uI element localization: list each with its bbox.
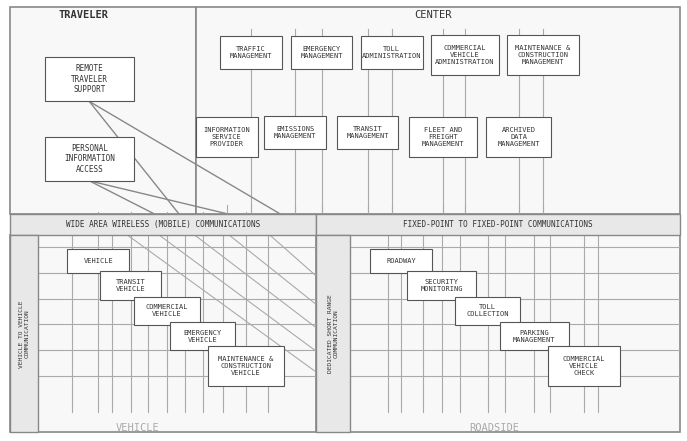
Bar <box>316 235 350 432</box>
Text: ROADWAY: ROADWAY <box>386 258 416 264</box>
Text: COMMERCIAL
VEHICLE: COMMERCIAL VEHICLE <box>146 304 188 318</box>
Text: MAINTENANCE &
CONSTRUCTION
VEHICLE: MAINTENANCE & CONSTRUCTION VEHICLE <box>218 356 273 376</box>
Text: DEDICATED SHORT RANGE
COMMUNICATION: DEDICATED SHORT RANGE COMMUNICATION <box>328 295 339 373</box>
Text: EMERGENCY
MANAGEMENT: EMERGENCY MANAGEMENT <box>300 46 343 60</box>
Text: MAINTENANCE &
CONSTRUCTION
MANAGEMENT: MAINTENANCE & CONSTRUCTION MANAGEMENT <box>515 45 570 65</box>
Text: REMOTE
TRAVELER
SUPPORT: REMOTE TRAVELER SUPPORT <box>71 64 108 94</box>
Bar <box>316 214 680 235</box>
Text: CENTER: CENTER <box>414 11 451 20</box>
Text: PARKING
MANAGEMENT: PARKING MANAGEMENT <box>513 329 556 343</box>
Bar <box>337 116 398 149</box>
Text: FIXED-POINT TO FIXED-POINT COMMUNICATIONS: FIXED-POINT TO FIXED-POINT COMMUNICATION… <box>403 220 593 229</box>
Bar <box>500 322 569 350</box>
Text: ARCHIVED
DATA
MANAGEMENT: ARCHIVED DATA MANAGEMENT <box>497 127 540 147</box>
Text: VEHICLE: VEHICLE <box>115 423 159 433</box>
Bar <box>45 57 134 101</box>
Bar <box>264 116 326 149</box>
Text: FLEET AND
FREIGHT
MANAGEMENT: FLEET AND FREIGHT MANAGEMENT <box>422 127 464 147</box>
Text: PERSONAL
INFORMATION
ACCESS: PERSONAL INFORMATION ACCESS <box>64 144 115 174</box>
Text: COMMERCIAL
VEHICLE
CHECK: COMMERCIAL VEHICLE CHECK <box>563 356 605 376</box>
Text: WIDE AREA WIRELESS (MOBILE) COMMUNICATIONS: WIDE AREA WIRELESS (MOBILE) COMMUNICATIO… <box>66 220 260 229</box>
Bar <box>407 272 476 300</box>
Bar <box>409 117 477 157</box>
Bar <box>10 235 316 432</box>
Text: SECURITY
MONITORING: SECURITY MONITORING <box>420 279 463 292</box>
Text: EMERGENCY
VEHICLE: EMERGENCY VEHICLE <box>183 329 222 343</box>
Text: EMISSIONS
MANAGEMENT: EMISSIONS MANAGEMENT <box>274 126 317 139</box>
Bar <box>170 322 235 350</box>
Bar <box>10 235 38 432</box>
Bar <box>10 214 316 235</box>
Bar <box>431 35 499 75</box>
Text: VEHICLE TO VEHICLE
COMMUNICATION: VEHICLE TO VEHICLE COMMUNICATION <box>19 300 30 368</box>
Text: TOLL
COLLECTION: TOLL COLLECTION <box>466 304 509 318</box>
Bar <box>291 36 352 69</box>
Bar <box>208 346 284 386</box>
Bar <box>548 346 620 386</box>
Bar <box>507 35 578 75</box>
Text: ROADSIDE: ROADSIDE <box>470 423 519 433</box>
Bar <box>10 7 196 214</box>
Bar <box>196 7 680 214</box>
Text: COMMERCIAL
VEHICLE
ADMINISTRATION: COMMERCIAL VEHICLE ADMINISTRATION <box>436 45 495 65</box>
Text: INFORMATION
SERVICE
PROVIDER: INFORMATION SERVICE PROVIDER <box>203 127 250 147</box>
Bar <box>196 117 258 157</box>
Bar <box>45 137 134 181</box>
Text: TRAVELER: TRAVELER <box>58 11 109 20</box>
Bar <box>135 297 199 325</box>
Text: VEHICLE: VEHICLE <box>83 258 113 264</box>
Text: TOLL
ADMINISTRATION: TOLL ADMINISTRATION <box>362 46 421 60</box>
Bar <box>370 249 432 273</box>
Text: TRANSIT
VEHICLE: TRANSIT VEHICLE <box>115 279 146 292</box>
Bar <box>67 249 129 273</box>
Bar <box>486 117 551 157</box>
Text: TRAFFIC
MANAGEMENT: TRAFFIC MANAGEMENT <box>229 46 272 60</box>
Bar <box>220 36 282 69</box>
Bar <box>455 297 521 325</box>
Bar <box>350 235 680 432</box>
Bar <box>100 272 161 300</box>
Text: TRANSIT
MANAGEMENT: TRANSIT MANAGEMENT <box>346 126 389 139</box>
Bar <box>361 36 423 69</box>
